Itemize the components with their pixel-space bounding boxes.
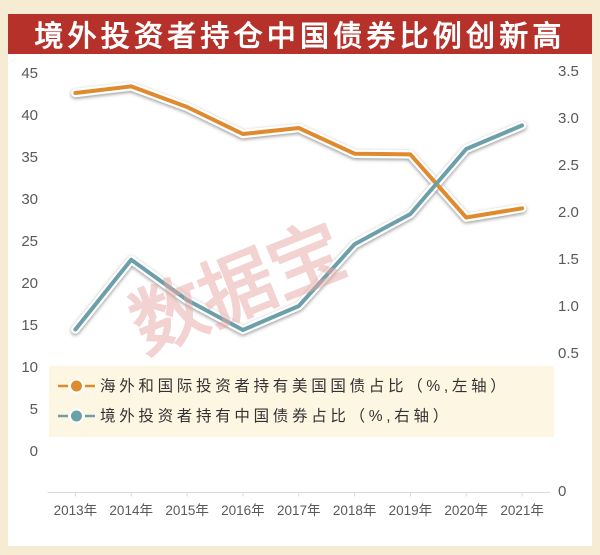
svg-text:2019年: 2019年 xyxy=(389,503,433,518)
svg-text:2017年: 2017年 xyxy=(277,503,321,518)
svg-text:2015年: 2015年 xyxy=(165,503,209,518)
svg-text:1.5: 1.5 xyxy=(558,251,579,268)
svg-text:5: 5 xyxy=(30,401,38,418)
svg-text:0: 0 xyxy=(30,443,38,460)
svg-text:海外和国际投资者持有美国国债占比（%,左轴）: 海外和国际投资者持有美国国债占比（%,左轴） xyxy=(100,377,510,395)
svg-text:2013年: 2013年 xyxy=(54,503,98,518)
svg-text:2.5: 2.5 xyxy=(558,157,579,174)
svg-text:数据宝: 数据宝 xyxy=(119,208,356,368)
svg-text:10: 10 xyxy=(21,359,38,376)
svg-text:2016年: 2016年 xyxy=(221,503,265,518)
svg-text:2.0: 2.0 xyxy=(558,204,579,221)
svg-text:3.0: 3.0 xyxy=(558,110,579,127)
svg-text:40: 40 xyxy=(21,107,38,124)
svg-text:35: 35 xyxy=(21,149,38,166)
svg-text:20: 20 xyxy=(21,275,38,292)
svg-text:2020年: 2020年 xyxy=(444,503,488,518)
svg-text:15: 15 xyxy=(21,317,38,334)
svg-text:境外投资者持有中国债券占比（%,右轴）: 境外投资者持有中国债券占比（%,右轴） xyxy=(100,406,452,425)
svg-text:2018年: 2018年 xyxy=(333,503,377,518)
svg-text:30: 30 xyxy=(21,191,38,208)
svg-text:0.5: 0.5 xyxy=(558,345,579,362)
svg-text:1.0: 1.0 xyxy=(558,298,579,315)
svg-text:25: 25 xyxy=(21,233,38,250)
svg-text:45: 45 xyxy=(21,65,38,82)
svg-text:2021年: 2021年 xyxy=(500,503,544,518)
svg-text:0: 0 xyxy=(558,483,566,500)
svg-text:2014年: 2014年 xyxy=(109,503,153,518)
svg-text:3.5: 3.5 xyxy=(558,63,579,80)
